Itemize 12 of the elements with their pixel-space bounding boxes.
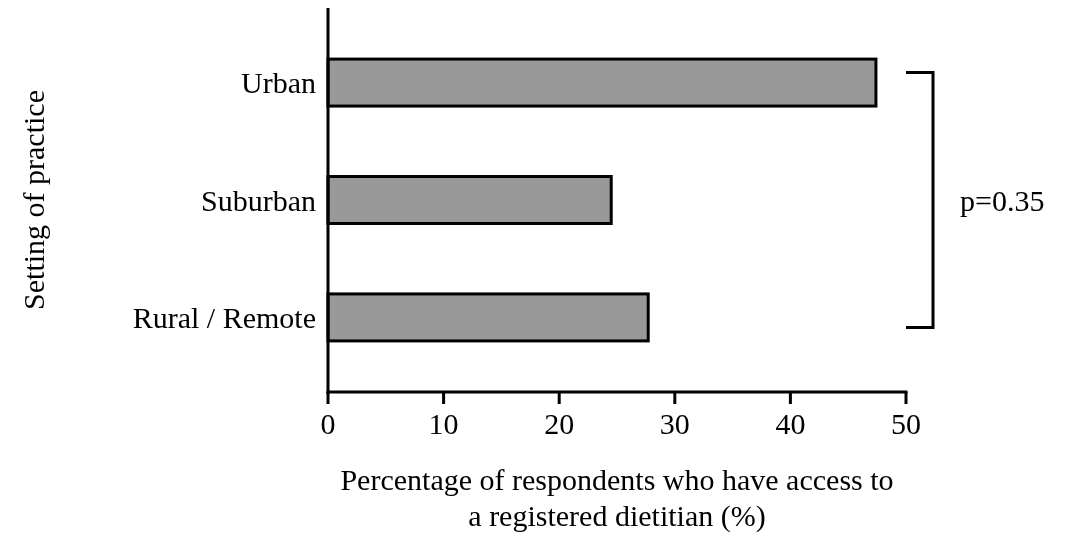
y-axis-title: Setting of practice [17, 90, 50, 310]
text: p=0.35 [960, 183, 1045, 217]
x-tick-label: 40 [775, 407, 806, 440]
x-axis-title: Percentage of respondents who have access to a registered dietitian (%) [340, 463, 894, 533]
x-tick-label: 50 [891, 407, 921, 440]
y-tick-label: Suburban [201, 183, 316, 217]
x-tick-label: 10 [428, 407, 459, 440]
x-tick-label: 30 [659, 407, 690, 440]
x-tick-label: 0 [320, 407, 336, 440]
x-tick-label: 20 [544, 407, 575, 440]
y-tick-label: Urban [241, 66, 316, 100]
y-tick-label: Rural / Remote [132, 300, 316, 334]
